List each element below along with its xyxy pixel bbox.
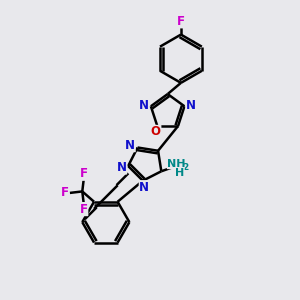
Text: N: N [117,161,127,174]
Text: 2: 2 [182,163,188,172]
Text: H: H [175,168,184,178]
Text: O: O [151,125,161,138]
Text: N: N [139,181,149,194]
Text: N: N [139,99,148,112]
Text: N: N [125,139,135,152]
Text: F: F [80,202,88,216]
Text: NH: NH [167,159,186,169]
Text: F: F [61,186,69,200]
Text: N: N [186,99,196,112]
Text: F: F [80,167,88,180]
Text: F: F [177,15,185,28]
